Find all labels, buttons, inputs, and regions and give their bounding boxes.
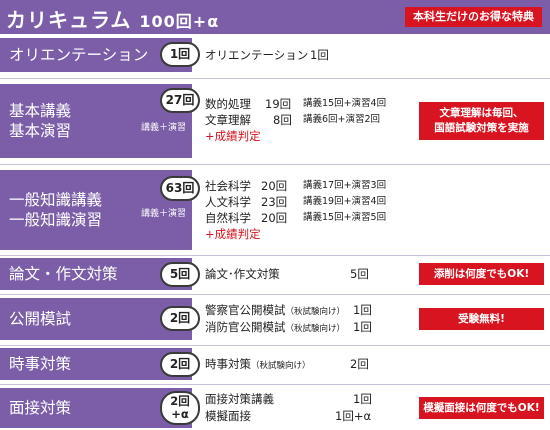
special-note-box: 受験無料! [419, 308, 544, 330]
session-count-badge: 27回 [160, 88, 200, 113]
list-item: 人文科学 23回 講義19回+演習4回 [205, 195, 387, 209]
row-interview: 面接対策 2回 +α 面接対策講義 1回 模擬面接 1回+α 模擬面接は何度でもOK! [0, 388, 550, 428]
row-mock-exam: 公開模試 2回 警察官公開模試（秋試験向け） 1回 消防官公開模試（秋試験向け） 1… [0, 298, 550, 340]
row-label: 一般知識講義 一般知識演習 講義＋演習 [0, 170, 192, 250]
row-subtitle: 講義＋演習 [140, 123, 186, 133]
row-title: 基本講義 基本演習 [9, 102, 72, 140]
session-count-badge: 2回 [160, 352, 200, 377]
row-orientation: オリエンテーション 1回 オリエンテーション 1回 [0, 38, 550, 72]
header-special-badge: 本科生だけのお得な特典 [405, 7, 542, 27]
row-title: 時事対策 [9, 355, 72, 373]
divider [0, 255, 550, 256]
list-item: 警察官公開模試（秋試験向け） 1回 [205, 303, 372, 317]
row-title: オリエンテーション [9, 46, 149, 64]
row-basic: 基本講義 基本演習 講義＋演習 27回 数的処理 19回 講義15回+演習4回 文章理… [0, 84, 550, 158]
header-bar: カリキュラム 100回+α 本科生だけのお得な特典 [0, 0, 550, 34]
list-item: 社会科学 20回 講義17回+演習3回 [205, 179, 387, 193]
row-subtitle: 講義＋演習 [140, 209, 186, 219]
divider [0, 78, 550, 79]
list-item: 自然科学 20回 講義15回+演習5回 [205, 211, 387, 225]
special-note-box: 添削は何度でもOK! [419, 263, 544, 285]
list-item: 文章理解 8回 講義6回+演習2回 [205, 113, 381, 127]
list-item: 面接対策講義 1回 [205, 392, 372, 406]
session-count-badge: 1回 [160, 42, 200, 67]
session-count-badge: 63回 [160, 176, 200, 201]
row-title: 面接対策 [9, 399, 72, 417]
divider [0, 384, 550, 385]
row-title: 公開模試 [9, 310, 72, 328]
special-note-box: 文章理解は毎回、 国語試験対策を実施 [419, 102, 544, 140]
session-count-badge: 2回 [160, 306, 200, 331]
list-item: 時事対策（秋試験向け） 2回 [205, 357, 369, 371]
divider [0, 164, 550, 165]
page-title-text: カリキュラム [6, 8, 132, 32]
page-title: カリキュラム 100回+α [6, 4, 219, 33]
session-count-badge: 2回 +α [160, 391, 200, 425]
row-current-affairs: 時事対策 2回 時事対策（秋試験向け） 2回 [0, 348, 550, 380]
divider [0, 345, 550, 346]
row-title: 論文・作文対策 [9, 265, 118, 283]
list-item: 消防官公開模試（秋試験向け） 1回 [205, 320, 372, 334]
grade-evaluation-note: +成績判定 [205, 129, 261, 143]
divider [0, 294, 550, 295]
row-essay: 論文・作文対策 5回 論文･作文対策 5回 添削は何度でもOK! [0, 258, 550, 290]
list-item: オリエンテーション 1回 [205, 48, 329, 62]
list-item: 論文･作文対策 5回 [205, 267, 369, 281]
session-count-badge: 5回 [160, 262, 200, 287]
row-general-knowledge: 一般知識講義 一般知識演習 講義＋演習 63回 社会科学 20回 講義17回+演習3回… [0, 170, 550, 250]
special-note-box: 模擬面接は何度でもOK! [419, 397, 544, 419]
list-item: 数的処理 19回 講義15回+演習4回 [205, 97, 387, 111]
row-title: 一般知識講義 一般知識演習 [9, 191, 103, 229]
total-count: 100回+α [139, 12, 220, 31]
list-item: 模擬面接 1回+α [205, 409, 372, 423]
grade-evaluation-note: +成績判定 [205, 227, 261, 241]
